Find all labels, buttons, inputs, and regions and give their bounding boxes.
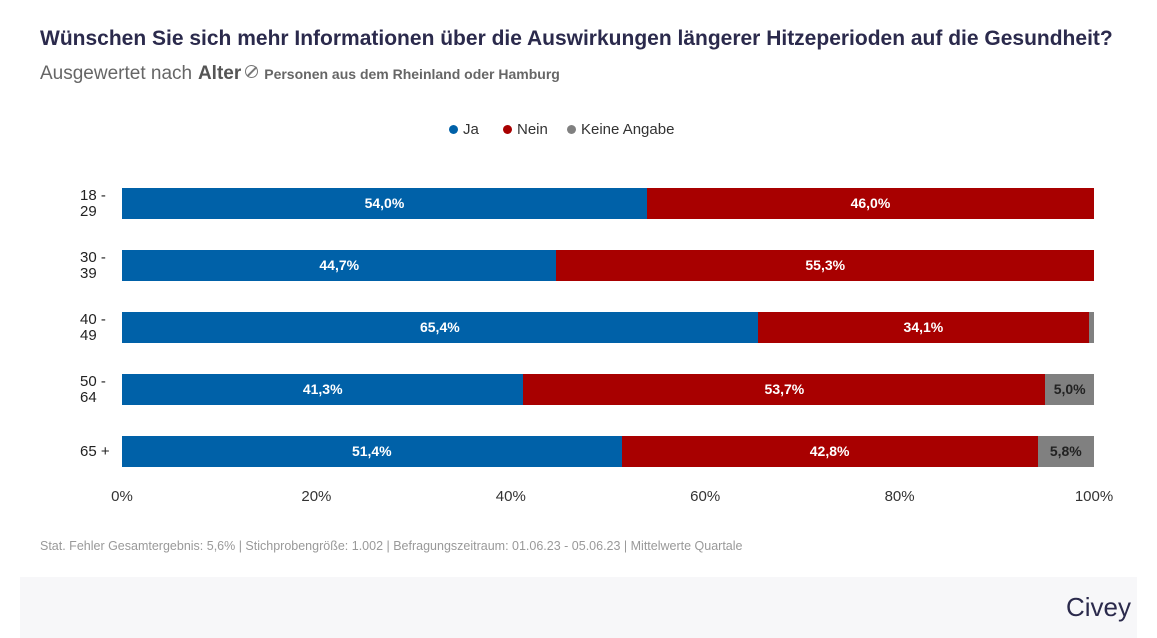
x-tick-label: 40% bbox=[495, 488, 526, 505]
y-tick-label: 65 + bbox=[80, 442, 110, 460]
legend-item: Nein bbox=[503, 121, 548, 138]
chart-title: Wünschen Sie sich mehr Informationen übe… bbox=[40, 27, 1113, 50]
value-label: 5,8% bbox=[1049, 443, 1082, 459]
value-label: 44,7% bbox=[319, 257, 360, 273]
bar-segment bbox=[556, 250, 1094, 281]
value-label: 34,1% bbox=[903, 319, 944, 335]
bar-segment bbox=[122, 436, 622, 467]
value-label: 46,0% bbox=[850, 195, 891, 211]
legend-item: Keine Angabe bbox=[567, 121, 674, 138]
bar-segment bbox=[1037, 436, 1094, 467]
y-tick-label: 50 - 64 bbox=[80, 372, 106, 406]
x-tick-label: 60% bbox=[690, 488, 721, 505]
bar-segment bbox=[1045, 374, 1094, 405]
filter-icon bbox=[245, 65, 259, 78]
legend-label: Ja bbox=[463, 121, 479, 138]
x-tick-label: 80% bbox=[884, 488, 915, 505]
chart-title-block: Wünschen Sie sich mehr Informationen übe… bbox=[40, 22, 1120, 91]
bar-segment bbox=[1089, 312, 1094, 343]
value-label: 5,0% bbox=[1053, 381, 1086, 397]
bar-segment bbox=[122, 250, 557, 281]
value-label: 42,8% bbox=[809, 443, 850, 459]
x-tick-label: 20% bbox=[301, 488, 332, 505]
bar-segment bbox=[757, 312, 1090, 343]
subtitle-prefix: Ausgewertet nach bbox=[40, 63, 193, 84]
bar-segment bbox=[621, 436, 1038, 467]
legend-marker bbox=[567, 125, 576, 134]
y-tick-label: 30 - 39 bbox=[80, 248, 106, 282]
bar-segment bbox=[122, 374, 524, 405]
legend-label: Nein bbox=[517, 121, 548, 138]
x-tick-label: 100% bbox=[1074, 488, 1114, 505]
bar-segment bbox=[122, 312, 758, 343]
value-label: 65,4% bbox=[419, 319, 460, 335]
legend-item: Ja bbox=[449, 121, 479, 138]
value-label: 41,3% bbox=[302, 381, 343, 397]
footer-band bbox=[20, 577, 1137, 638]
value-label: 55,3% bbox=[805, 257, 846, 273]
legend-label: Keine Angabe bbox=[581, 121, 675, 138]
value-label: 51,4% bbox=[351, 443, 392, 459]
y-tick-label: 18 - 29 bbox=[80, 186, 106, 220]
value-label: 54,0% bbox=[364, 195, 405, 211]
legend-marker bbox=[503, 125, 512, 134]
bar-segment bbox=[122, 188, 647, 219]
subtitle-population: Personen aus dem Rheinland oder Hamburg bbox=[264, 66, 560, 82]
x-tick-label: 0% bbox=[111, 488, 133, 505]
legend-marker bbox=[449, 125, 458, 134]
note: Stat. Fehler Gesamtergebnis: 5,6% | Stic… bbox=[40, 539, 743, 553]
bar-segment bbox=[646, 188, 1094, 219]
y-tick-label: 40 - 49 bbox=[80, 310, 106, 344]
subtitle-dimension: Alter bbox=[197, 63, 242, 84]
value-label: 53,7% bbox=[764, 381, 805, 397]
bar-segment bbox=[523, 374, 1046, 405]
brand: Civey bbox=[1065, 592, 1131, 622]
